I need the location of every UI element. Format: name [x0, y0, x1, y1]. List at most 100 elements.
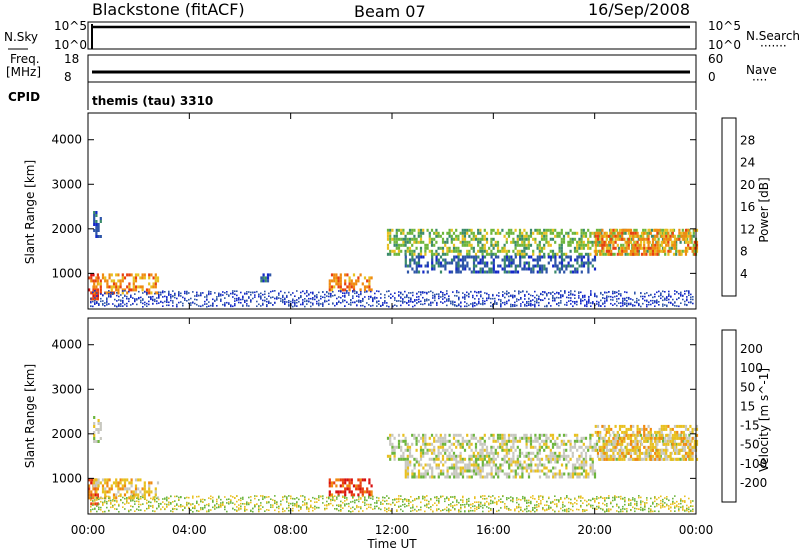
echo-cell: [488, 463, 491, 467]
echo-cell: [582, 436, 585, 440]
scatter-cell: [676, 305, 678, 307]
scatter-cell: [502, 295, 504, 297]
echo-cell: [501, 228, 504, 232]
echo-cell: [565, 466, 568, 470]
echo-cell: [692, 249, 695, 253]
echo-cell: [603, 445, 606, 449]
echo-cell: [621, 430, 624, 434]
echo-cell: [580, 261, 583, 265]
echo-cell: [357, 276, 360, 280]
echo-cell: [444, 439, 447, 443]
scatter-cell: [578, 297, 580, 299]
echo-cell: [439, 433, 442, 437]
echo-cell: [366, 490, 369, 494]
echo-cell: [397, 246, 401, 250]
echo-cell: [627, 427, 630, 431]
echo-cell: [490, 252, 493, 256]
scatter-cell: [472, 302, 474, 305]
echo-cell: [450, 249, 453, 253]
echo-cell: [627, 457, 630, 461]
echo-cell: [150, 291, 153, 295]
echo-cell: [678, 442, 681, 446]
echo-cell: [106, 490, 109, 494]
echo-cell: [426, 246, 429, 250]
echo-cell: [543, 243, 546, 247]
echo-cell: [691, 445, 694, 449]
echo-cell: [560, 240, 563, 244]
echo-cell: [357, 484, 360, 488]
scatter-cell: [130, 500, 132, 502]
echo-cell: [654, 237, 657, 241]
scatter-cell: [244, 508, 246, 510]
echo-cell: [635, 448, 638, 452]
scatter-cell: [150, 497, 152, 500]
echo-cell: [536, 454, 539, 458]
scatter-cell: [588, 302, 590, 304]
echo-cell: [466, 264, 469, 268]
echo-cell: [676, 457, 679, 461]
echo-cell: [93, 434, 96, 437]
scatter-cell: [440, 291, 442, 293]
echo-cell: [536, 243, 539, 247]
scatter-cell: [352, 496, 354, 498]
echo-cell: [437, 448, 440, 452]
echo-cell: [525, 454, 528, 458]
echo-cell: [404, 463, 407, 467]
scatter-cell: [208, 497, 210, 499]
echo-cell: [428, 457, 431, 461]
echo-cell: [582, 255, 586, 259]
scatter-cell: [278, 511, 280, 513]
echo-cell: [483, 463, 487, 467]
scatter-cell: [546, 304, 548, 307]
echo-cell: [366, 487, 369, 491]
echo-cell: [154, 279, 157, 283]
echo-cell: [455, 246, 458, 250]
echo-cell: [499, 442, 502, 446]
echo-cell: [461, 231, 464, 235]
scatter-cell: [334, 304, 336, 307]
scatter-cell: [524, 305, 526, 307]
y-tick-label: 1000: [51, 266, 82, 280]
scatter-cell: [644, 292, 646, 295]
echo-cell: [413, 457, 416, 461]
echo-cell: [501, 433, 504, 437]
echo-cell: [452, 246, 456, 250]
scatter-cell: [202, 501, 204, 503]
echo-cell: [645, 246, 648, 250]
echo-cell: [514, 243, 517, 247]
echo-cell: [611, 231, 614, 235]
echo-cell: [558, 454, 561, 458]
echo-cell: [626, 252, 629, 256]
echo-cell: [510, 463, 513, 467]
scatter-cell: [552, 295, 554, 297]
echo-cell: [691, 454, 694, 458]
scatter-cell: [294, 295, 296, 297]
scatter-cell: [146, 305, 148, 307]
scatter-cell: [134, 293, 136, 295]
echo-cell: [510, 469, 513, 473]
scatter-cell: [92, 300, 94, 303]
scatter-cell: [100, 509, 102, 511]
echo-cell: [554, 255, 557, 259]
echo-cell: [638, 445, 641, 449]
echo-cell: [578, 246, 581, 250]
scatter-cell: [200, 305, 202, 308]
echo-cell: [543, 228, 546, 232]
echo-cell: [406, 442, 409, 446]
echo-cell: [479, 237, 482, 241]
echo-cell: [346, 484, 349, 488]
echo-cell: [126, 490, 129, 494]
echo-cell: [650, 436, 654, 440]
echo-cell: [636, 243, 639, 247]
echo-cell: [527, 267, 531, 271]
scatter-cell: [122, 496, 124, 499]
echo-cell: [525, 442, 528, 446]
echo-cell: [549, 258, 553, 262]
noise-right-tick-bottom: 10^0: [708, 38, 741, 52]
echo-cell: [519, 261, 522, 265]
scatter-cell: [686, 296, 688, 298]
scatter-cell: [276, 503, 278, 506]
scatter-cell: [268, 302, 270, 304]
scatter-cell: [430, 304, 432, 306]
echo-cell: [453, 463, 456, 467]
